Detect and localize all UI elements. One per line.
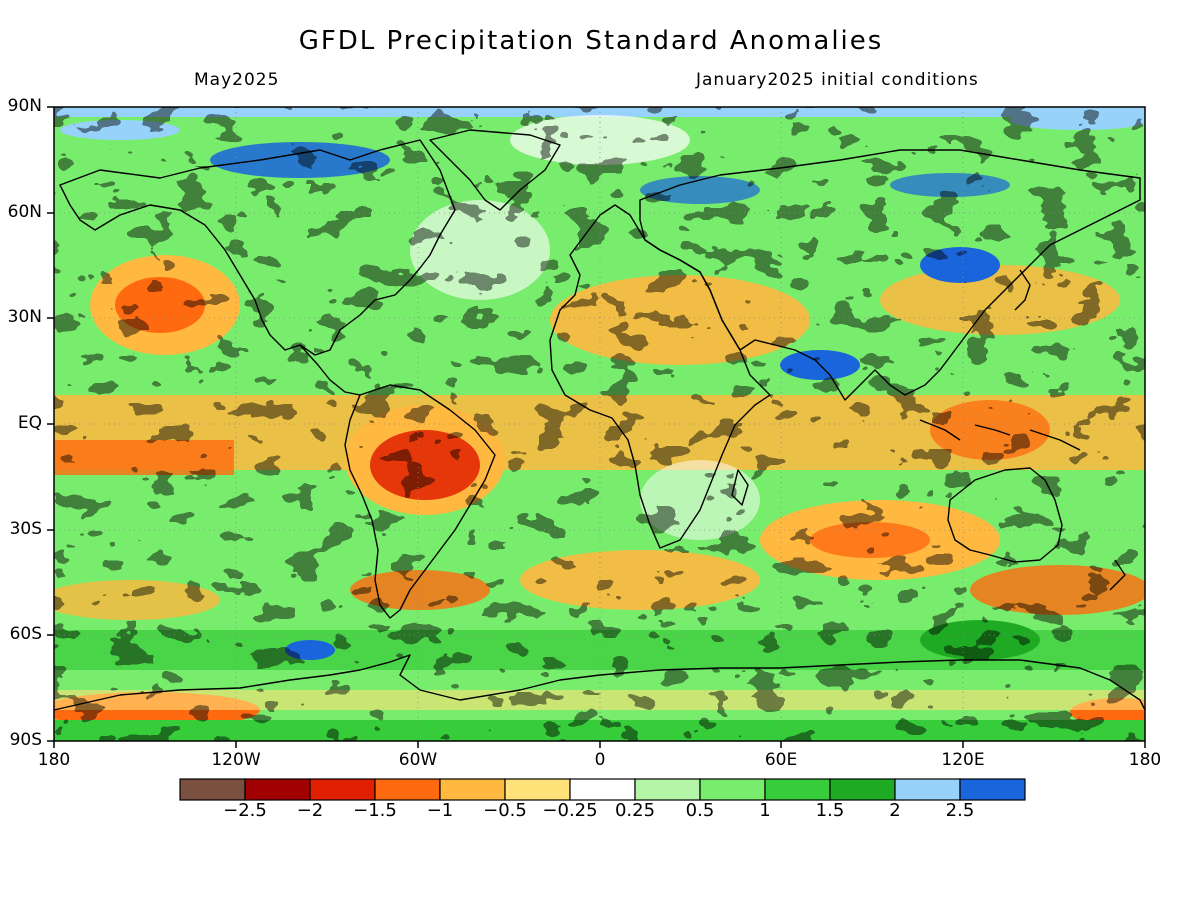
- legend-swatch: [244, 778, 311, 801]
- legend-swatch: [634, 778, 701, 801]
- color-legend-swatches: [179, 778, 1026, 801]
- legend-tick-label: 2: [889, 800, 901, 821]
- legend-swatch: [439, 778, 506, 801]
- legend-tick-label: −1: [426, 800, 454, 821]
- lat-label-60n: 60N: [7, 202, 42, 222]
- legend-swatch: [699, 778, 766, 801]
- lon-label-180w: 180: [37, 750, 71, 770]
- legend-tick-label: −2: [296, 800, 324, 821]
- lat-label-90s: 90S: [9, 730, 42, 750]
- legend-tick-label: 0.25: [614, 800, 656, 821]
- lat-label-30s: 30S: [9, 519, 42, 539]
- lon-label-0: 0: [594, 750, 606, 770]
- legend-swatch: [764, 778, 831, 801]
- map-title: GFDL Precipitation Standard Anomalies: [298, 26, 884, 56]
- legend-swatch: [179, 778, 246, 801]
- legend-tick-label: 0.5: [685, 800, 715, 821]
- lon-label-120w: 120W: [211, 750, 261, 770]
- grid-lines: [54, 107, 1145, 741]
- coastlines: [53, 129, 1146, 711]
- legend-tick-label: −2.5: [223, 800, 267, 821]
- legend-tick-label: 2.5: [945, 800, 975, 821]
- lat-label-30n: 30N: [7, 307, 42, 327]
- legend-swatch: [959, 778, 1026, 801]
- valid-month-label: May2025: [194, 70, 280, 90]
- lat-label-eq: EQ: [17, 413, 42, 433]
- legend-tick-label: −1.5: [353, 800, 397, 821]
- legend-tick-label: −0.5: [483, 800, 527, 821]
- legend-swatch: [309, 778, 376, 801]
- legend-swatch: [829, 778, 896, 801]
- legend-swatch: [374, 778, 441, 801]
- legend-swatch: [569, 778, 636, 801]
- lon-label-60w: 60W: [398, 750, 438, 770]
- lon-label-120e: 120E: [941, 750, 985, 770]
- legend-swatch: [504, 778, 571, 801]
- legend-tick-label: 1: [759, 800, 771, 821]
- initial-conditions-label: January2025 initial conditions: [696, 70, 979, 90]
- lat-label-90n: 90N: [7, 96, 42, 116]
- legend-swatch: [894, 778, 961, 801]
- axis-ticks: [47, 106, 1146, 748]
- lon-label-180e: 180: [1128, 750, 1162, 770]
- lat-label-60s: 60S: [9, 624, 42, 644]
- legend-tick-label: −0.25: [542, 800, 598, 821]
- legend-tick-label: 1.5: [815, 800, 845, 821]
- lon-label-60e: 60E: [764, 750, 798, 770]
